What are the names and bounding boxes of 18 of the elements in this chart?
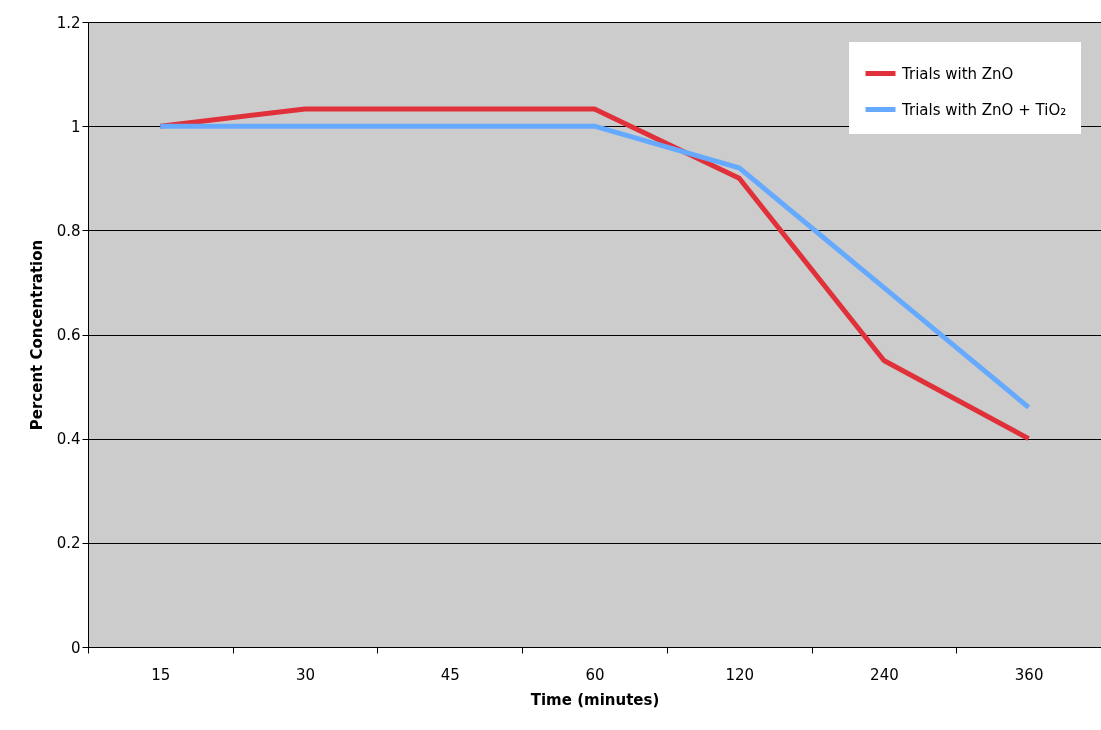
x-tick-label: 45 (440, 665, 460, 684)
x-tick-label: 15 (151, 665, 171, 684)
y-tick-label: 1.2 (56, 13, 81, 32)
y-tick-label: 0.2 (56, 534, 81, 553)
legend-label: Trials with ZnO + TiO₂ (901, 100, 1067, 119)
x-tick-label: 240 (870, 665, 899, 684)
x-tick-label: 120 (725, 665, 755, 684)
y-tick-label: 0.8 (56, 221, 81, 240)
x-tick-label: 60 (585, 665, 605, 684)
y-tick-label: 0.6 (56, 326, 81, 344)
legend-label: Trials with ZnO (901, 64, 1014, 83)
y-tick-label: 0.4 (56, 430, 81, 449)
x-tick-label: 30 (296, 665, 316, 684)
y-tick-label: 1 (70, 117, 81, 136)
x-tick-label: 360 (1014, 665, 1044, 684)
y-tick-label: 0 (70, 638, 81, 657)
y-axis-title: Percent Concentration (27, 239, 46, 431)
x-axis-title: Time (minutes) (530, 690, 660, 709)
